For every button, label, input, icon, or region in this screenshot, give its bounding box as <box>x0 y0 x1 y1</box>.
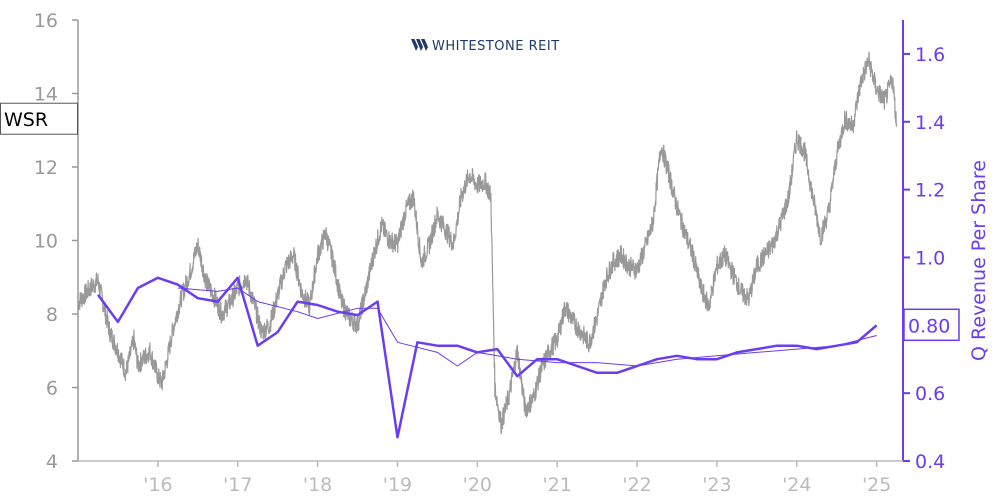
company-logo: WHITESTONE REIT <box>411 39 560 54</box>
left-y-tick-label: 12 <box>34 157 58 179</box>
right-y-tick-label: 1.6 <box>915 44 945 66</box>
x-tick-label: '18 <box>303 474 332 496</box>
x-tick-label: '23 <box>702 474 731 496</box>
current-value-tag-box <box>903 308 960 342</box>
left-y-tick-label: 4 <box>46 451 58 473</box>
right-y-tick-label: 0.4 <box>915 451 945 473</box>
ticker-tag-label: WSR <box>4 109 48 131</box>
x-tick-label: '20 <box>463 474 492 496</box>
right-y-tick-label: 1.2 <box>915 180 945 202</box>
x-tick-label: '21 <box>542 474 571 496</box>
right-y-tick-label: 1.4 <box>915 112 945 134</box>
left-y-tick-label: 8 <box>46 304 58 326</box>
ticker-tag-box <box>0 102 78 135</box>
x-tick-label: '24 <box>782 474 811 496</box>
revenue-per-share-line <box>96 276 878 439</box>
x-tick-label: '22 <box>622 474 651 496</box>
plot-area <box>77 51 898 439</box>
stock-price-line <box>77 51 898 435</box>
x-tick-label: '19 <box>383 474 412 496</box>
x-tick-label: '16 <box>143 474 172 496</box>
x-tick-label: '25 <box>862 474 891 496</box>
current-value-tag-label: 0.80 <box>908 315 950 337</box>
right-y-axis-title: Q Revenue Per Share <box>968 160 990 361</box>
left-y-tick-label: 16 <box>34 10 58 32</box>
revenue-per-share-trend-line <box>177 287 877 367</box>
whitestone-w-logo-icon <box>411 39 428 51</box>
left-y-tick-label: 10 <box>34 231 58 253</box>
left-y-tick-label: 6 <box>46 378 58 400</box>
x-tick-label: '17 <box>223 474 252 496</box>
left-y-tick-label: 14 <box>34 84 58 106</box>
right-y-tick-label: 0.6 <box>915 383 945 405</box>
company-logo-text: WHITESTONE REIT <box>432 39 560 54</box>
right-y-tick-label: 1.0 <box>915 247 945 269</box>
